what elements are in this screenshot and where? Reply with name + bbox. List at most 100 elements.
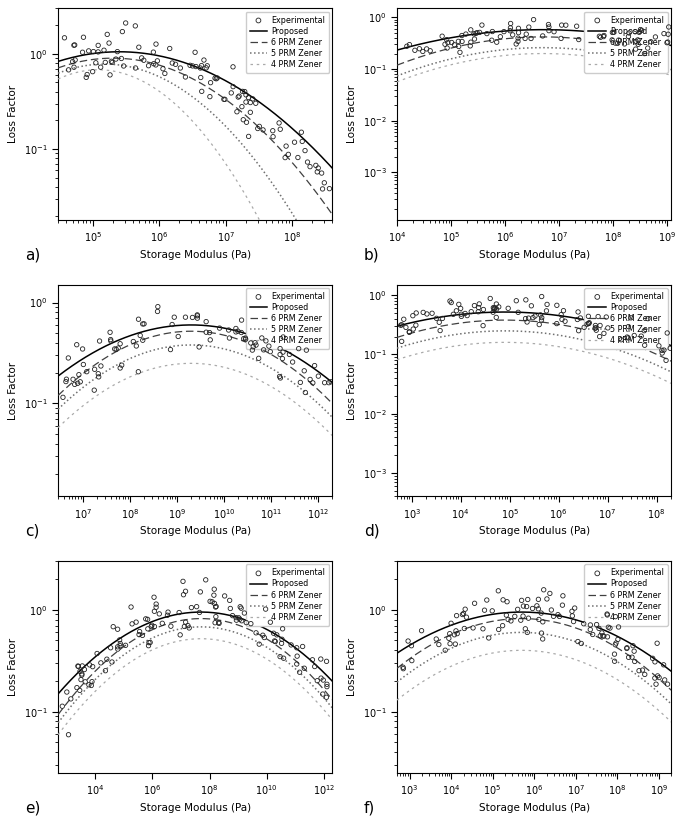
Point — [557, 599, 568, 612]
Point — [582, 318, 593, 331]
Point — [233, 90, 244, 103]
Point — [573, 33, 584, 46]
Point — [86, 675, 97, 688]
Point — [236, 614, 247, 627]
Point — [63, 63, 74, 76]
Point — [431, 312, 442, 325]
X-axis label: Storage Modulus (Pa): Storage Modulus (Pa) — [479, 526, 590, 536]
Point — [68, 39, 79, 52]
Point — [214, 617, 225, 630]
Point — [440, 644, 451, 657]
Point — [210, 610, 221, 623]
Point — [321, 680, 332, 693]
Point — [590, 319, 601, 332]
Point — [662, 327, 673, 340]
Point — [404, 38, 415, 51]
Point — [145, 636, 155, 649]
Point — [471, 27, 482, 40]
Point — [505, 21, 516, 34]
Point — [319, 177, 329, 190]
Point — [520, 32, 531, 45]
Point — [212, 71, 223, 85]
Point — [77, 667, 88, 681]
Point — [127, 617, 138, 631]
Point — [551, 299, 562, 312]
Point — [317, 687, 328, 700]
Point — [537, 615, 548, 628]
Point — [632, 34, 643, 47]
Point — [92, 39, 103, 52]
Point — [651, 637, 662, 650]
Point — [68, 373, 79, 386]
Point — [434, 316, 445, 329]
Point — [78, 30, 89, 44]
Point — [200, 573, 211, 586]
Point — [150, 58, 161, 71]
Point — [477, 19, 488, 32]
Point — [511, 294, 522, 307]
Point — [403, 325, 414, 338]
Point — [182, 619, 193, 632]
Point — [491, 297, 502, 310]
X-axis label: Storage Modulus (Pa): Storage Modulus (Pa) — [140, 250, 251, 259]
Point — [204, 326, 215, 339]
Point — [192, 312, 203, 325]
Point — [102, 28, 113, 41]
Point — [453, 298, 464, 311]
Point — [319, 376, 330, 389]
Point — [545, 587, 556, 600]
Point — [197, 85, 208, 98]
Point — [192, 309, 203, 322]
Point — [487, 604, 498, 617]
Point — [271, 628, 282, 641]
Point — [469, 597, 480, 610]
Point — [503, 613, 514, 626]
Point — [321, 655, 332, 668]
Point — [587, 628, 598, 641]
Point — [583, 310, 594, 323]
Point — [548, 610, 559, 623]
Point — [527, 311, 538, 324]
Point — [619, 38, 630, 51]
Point — [448, 308, 459, 321]
Point — [403, 635, 414, 648]
Point — [114, 633, 125, 646]
Point — [627, 639, 638, 652]
Point — [607, 34, 618, 47]
Point — [152, 300, 163, 314]
Point — [92, 647, 103, 660]
Point — [205, 333, 216, 346]
Point — [224, 594, 235, 607]
Point — [137, 318, 148, 331]
Point — [410, 44, 421, 57]
Point — [630, 35, 640, 48]
Point — [105, 326, 116, 339]
Point — [636, 329, 647, 342]
Point — [401, 321, 412, 334]
Point — [645, 35, 656, 48]
Point — [227, 60, 238, 73]
Point — [279, 151, 290, 164]
Point — [534, 613, 545, 626]
Point — [157, 617, 168, 630]
Point — [162, 608, 173, 621]
Point — [443, 36, 453, 49]
Point — [482, 594, 493, 607]
Point — [243, 130, 254, 143]
Point — [287, 355, 298, 369]
Point — [622, 331, 633, 344]
Point — [601, 310, 612, 323]
Point — [457, 608, 468, 621]
Point — [76, 668, 87, 681]
Point — [207, 595, 218, 608]
Point — [453, 34, 464, 48]
Point — [309, 660, 320, 673]
Point — [546, 603, 557, 617]
Point — [92, 367, 103, 380]
Point — [112, 45, 123, 58]
Point — [90, 56, 101, 69]
Point — [623, 651, 634, 664]
Point — [401, 39, 412, 53]
Point — [187, 59, 198, 72]
Point — [597, 626, 608, 640]
